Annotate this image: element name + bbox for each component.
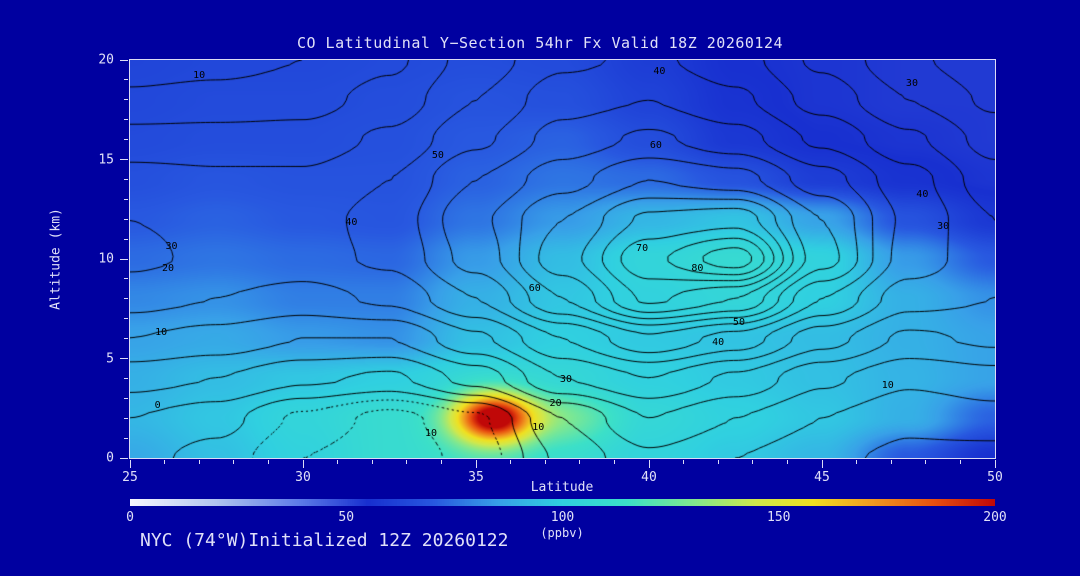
y-tick-label: 0 bbox=[106, 450, 114, 466]
contour-label: 20 bbox=[549, 398, 562, 410]
tick-mark bbox=[925, 460, 927, 464]
chart-title: CO Latitudinal Y−Section 54hr Fx Valid 1… bbox=[296, 34, 784, 52]
tick-mark bbox=[371, 460, 373, 464]
contour-label: 60 bbox=[649, 139, 662, 151]
contour-label: 10 bbox=[193, 69, 206, 81]
tick-mark bbox=[120, 358, 128, 359]
contour-label: 20 bbox=[162, 262, 175, 274]
tick-mark bbox=[959, 460, 961, 464]
tick-mark bbox=[120, 258, 128, 260]
tick-mark bbox=[406, 460, 408, 464]
x-tick-label: 35 bbox=[468, 470, 484, 485]
init-info-text: NYC (74°W)Initialized 12Z 20260122 bbox=[140, 530, 509, 551]
tick-mark bbox=[302, 460, 304, 468]
contour-label: 10 bbox=[155, 326, 168, 338]
tick-mark bbox=[124, 377, 128, 379]
contour-label: 50 bbox=[431, 149, 444, 161]
colorbar-tick-label: 100 bbox=[550, 510, 575, 525]
tick-mark bbox=[994, 460, 996, 468]
colorbar-tick-label: 0 bbox=[126, 510, 134, 525]
colorbar bbox=[130, 499, 995, 506]
x-tick-label: 50 bbox=[987, 470, 1003, 485]
x-tick-label: 25 bbox=[122, 470, 138, 485]
y-tick-label: 10 bbox=[98, 251, 114, 267]
tick-mark bbox=[124, 79, 128, 81]
tick-mark bbox=[124, 119, 128, 121]
tick-mark bbox=[856, 460, 858, 464]
tick-mark bbox=[821, 460, 823, 468]
tick-mark bbox=[440, 460, 442, 464]
contour-labels-layer: 10 40 30 50 60 30 20 40 10 0 60 70 80 50 40 30 20 10 10 10 3… bbox=[130, 60, 995, 458]
contour-label: 40 bbox=[712, 336, 725, 348]
plot-area: 10 40 30 50 60 30 20 40 10 0 60 70 80 50 40 30 20 10 10 10 3… bbox=[129, 59, 996, 459]
tick-mark bbox=[613, 460, 615, 464]
tick-mark bbox=[579, 460, 581, 464]
colorbar-units: (ppbv) bbox=[540, 526, 584, 540]
contour-label: 60 bbox=[528, 282, 541, 294]
tick-mark bbox=[198, 460, 200, 464]
tick-mark bbox=[124, 417, 128, 419]
tick-mark bbox=[129, 460, 131, 468]
contour-label: 30 bbox=[559, 374, 572, 386]
tick-mark bbox=[124, 218, 128, 220]
colorbar-area: 0 50 100 150 200 (ppbv) bbox=[126, 499, 1007, 540]
tick-mark bbox=[267, 460, 269, 464]
contour-label: 80 bbox=[691, 262, 704, 274]
tick-mark bbox=[475, 460, 477, 468]
tick-mark bbox=[124, 437, 128, 439]
contour-label: 10 bbox=[532, 422, 545, 434]
contour-label: 30 bbox=[165, 241, 178, 253]
contour-label: 40 bbox=[916, 189, 929, 201]
contour-label: 10 bbox=[881, 380, 894, 392]
tick-mark bbox=[120, 457, 128, 459]
tick-mark bbox=[786, 460, 788, 464]
contour-label: 0 bbox=[154, 400, 161, 412]
tick-mark bbox=[124, 278, 128, 280]
tick-mark bbox=[124, 318, 128, 320]
tick-mark bbox=[124, 139, 128, 141]
x-tick-label: 30 bbox=[295, 470, 311, 485]
tick-mark bbox=[544, 460, 546, 464]
tick-mark bbox=[124, 99, 128, 101]
tick-mark bbox=[337, 460, 339, 464]
tick-mark bbox=[683, 460, 685, 464]
y-tick-label: 20 bbox=[98, 52, 114, 68]
x-tick-label: 40 bbox=[641, 470, 657, 485]
tick-mark bbox=[510, 460, 512, 464]
y-tick-label: 15 bbox=[98, 152, 114, 167]
y-tick-label: 5 bbox=[106, 351, 114, 366]
x-axis-label: Latitude bbox=[530, 480, 594, 495]
contour-label: 50 bbox=[732, 316, 745, 328]
tick-mark bbox=[120, 159, 128, 160]
contour-label: 70 bbox=[636, 243, 649, 255]
colorbar-tick-label: 150 bbox=[767, 510, 791, 525]
contour-label: 10 bbox=[424, 428, 438, 440]
tick-mark bbox=[752, 460, 754, 464]
tick-mark bbox=[120, 59, 128, 61]
tick-mark bbox=[124, 238, 128, 240]
tick-mark bbox=[164, 460, 166, 464]
contour-label: 40 bbox=[653, 65, 666, 77]
tick-mark bbox=[124, 198, 128, 200]
colorbar-tick-label: 50 bbox=[338, 510, 355, 525]
tick-mark bbox=[124, 178, 128, 180]
tick-mark bbox=[233, 460, 235, 464]
contour-label: 30 bbox=[905, 77, 918, 89]
tick-mark bbox=[124, 338, 128, 340]
x-tick-label: 45 bbox=[814, 470, 830, 485]
tick-mark bbox=[890, 460, 892, 464]
contour-plot-canvas bbox=[130, 60, 995, 458]
colorbar-tick-label: 200 bbox=[983, 510, 1007, 525]
contour-label: 30 bbox=[937, 221, 950, 233]
tick-mark bbox=[717, 460, 719, 464]
tick-mark bbox=[124, 298, 128, 300]
tick-mark bbox=[648, 460, 650, 468]
tick-mark bbox=[124, 397, 128, 399]
y-axis-label: Altitude (km) bbox=[48, 208, 64, 310]
contour-label: 40 bbox=[345, 217, 358, 229]
